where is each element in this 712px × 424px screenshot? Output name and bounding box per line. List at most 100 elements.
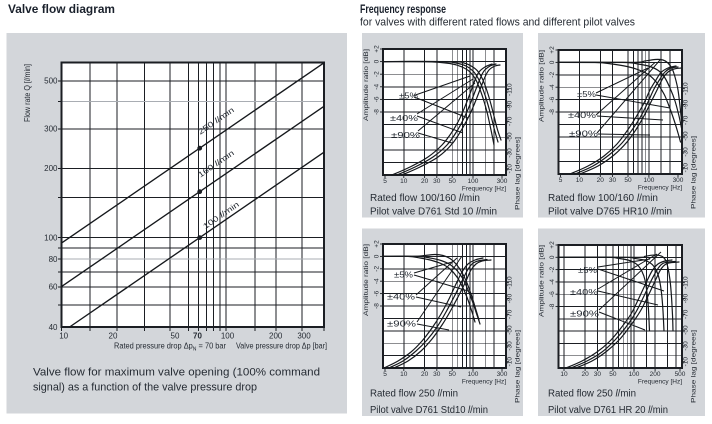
svg-text:60: 60 bbox=[49, 283, 58, 292]
svg-text:-4: -4 bbox=[374, 84, 381, 90]
svg-text:-2: -2 bbox=[549, 72, 556, 78]
svg-text:200: 200 bbox=[44, 164, 58, 173]
svg-text:-70: -70 bbox=[507, 116, 514, 126]
svg-text:300: 300 bbox=[673, 177, 684, 184]
svg-text:5: 5 bbox=[559, 177, 563, 184]
svg-text:-110: -110 bbox=[507, 83, 514, 96]
svg-text:-2: -2 bbox=[374, 266, 381, 272]
svg-text:-30: -30 bbox=[683, 147, 690, 157]
svg-text:-110: -110 bbox=[683, 82, 690, 95]
svg-text:+2: +2 bbox=[374, 240, 381, 248]
svg-text:0: 0 bbox=[549, 255, 556, 259]
svg-text:Phase lag [degrees]: Phase lag [degrees] bbox=[691, 136, 698, 209]
svg-text:Amplitude ratio [dB]: Amplitude ratio [dB] bbox=[363, 244, 370, 316]
svg-text:-110: -110 bbox=[507, 276, 514, 289]
svg-text:-4: -4 bbox=[374, 278, 381, 284]
svg-text:30: 30 bbox=[594, 371, 602, 378]
svg-text:-110: -110 bbox=[683, 276, 690, 289]
svg-text:-30: -30 bbox=[507, 148, 514, 158]
svg-text:+2: +2 bbox=[549, 46, 556, 54]
svg-text:5: 5 bbox=[383, 178, 387, 185]
svg-text:-10: -10 bbox=[507, 357, 514, 367]
svg-text:Rated flow 250 l/min: Rated flow 250 l/min bbox=[370, 389, 458, 400]
svg-text:300: 300 bbox=[44, 125, 58, 134]
svg-text:Frequency [Hz]: Frequency [Hz] bbox=[462, 379, 506, 386]
svg-text:-90: -90 bbox=[683, 293, 690, 303]
svg-text:Frequency response: Frequency response bbox=[360, 2, 446, 16]
svg-text:100: 100 bbox=[468, 371, 479, 378]
svg-text:0: 0 bbox=[549, 60, 556, 64]
svg-text:40: 40 bbox=[49, 323, 58, 332]
svg-text:20: 20 bbox=[421, 371, 429, 378]
svg-text:Frequency [Hz]: Frequency [Hz] bbox=[638, 379, 682, 386]
svg-text:-30: -30 bbox=[683, 341, 690, 351]
svg-text:±5%: ±5% bbox=[394, 271, 413, 280]
svg-text:Pilot valve D761 Std 10 l/min: Pilot valve D761 Std 10 l/min bbox=[370, 207, 497, 218]
svg-text:±40%: ±40% bbox=[570, 288, 598, 297]
svg-text:Frequency [Hz]: Frequency [Hz] bbox=[638, 185, 682, 192]
svg-text:-50: -50 bbox=[507, 325, 514, 335]
svg-text:20: 20 bbox=[581, 371, 589, 378]
svg-text:20: 20 bbox=[421, 178, 429, 185]
svg-text:Frequency [Hz]: Frequency [Hz] bbox=[462, 186, 506, 193]
svg-text:±5%: ±5% bbox=[399, 92, 418, 101]
svg-text:50: 50 bbox=[609, 371, 617, 378]
svg-text:30: 30 bbox=[433, 371, 441, 378]
svg-text:±90%: ±90% bbox=[569, 130, 598, 139]
svg-text:300: 300 bbox=[497, 371, 508, 378]
svg-text:-90: -90 bbox=[507, 293, 514, 303]
svg-text:300: 300 bbox=[497, 178, 508, 185]
svg-text:Valve flow diagram: Valve flow diagram bbox=[8, 2, 115, 16]
svg-text:-2: -2 bbox=[374, 71, 381, 77]
svg-text:10: 10 bbox=[400, 178, 408, 185]
svg-text:±90%: ±90% bbox=[387, 320, 416, 329]
svg-text:-8: -8 bbox=[549, 303, 556, 309]
svg-text:Amplitude ratio [dB]: Amplitude ratio [dB] bbox=[539, 50, 546, 122]
svg-text:-70: -70 bbox=[507, 309, 514, 319]
svg-text:70: 70 bbox=[193, 332, 202, 341]
svg-text:±5%: ±5% bbox=[577, 90, 596, 99]
svg-text:±90%: ±90% bbox=[391, 131, 420, 140]
svg-text:50: 50 bbox=[449, 178, 457, 185]
svg-text:-6: -6 bbox=[374, 290, 381, 296]
svg-text:Pilot valve D765 HR10 l/min: Pilot valve D765 HR10 l/min bbox=[548, 207, 672, 218]
svg-text:100: 100 bbox=[221, 332, 235, 341]
svg-text:Valve pressure drop Δp [bar]: Valve pressure drop Δp [bar] bbox=[236, 342, 327, 351]
svg-text:±40%: ±40% bbox=[390, 114, 418, 123]
svg-text:-2: -2 bbox=[549, 266, 556, 272]
svg-text:Phase lag [degrees]: Phase lag [degrees] bbox=[515, 330, 522, 403]
svg-text:20: 20 bbox=[597, 177, 605, 184]
svg-text:-70: -70 bbox=[683, 309, 690, 319]
svg-text:10: 10 bbox=[59, 332, 68, 341]
svg-text:Rated flow 250 l/min: Rated flow 250 l/min bbox=[548, 389, 636, 400]
svg-text:-6: -6 bbox=[549, 96, 556, 102]
svg-text:30: 30 bbox=[433, 178, 441, 185]
svg-text:0: 0 bbox=[374, 254, 381, 258]
svg-text:-10: -10 bbox=[683, 357, 690, 367]
svg-text:100: 100 bbox=[629, 371, 640, 378]
svg-text:300: 300 bbox=[297, 332, 311, 341]
svg-text:Phase lag [degrees]: Phase lag [degrees] bbox=[691, 330, 698, 403]
svg-text:200: 200 bbox=[650, 371, 661, 378]
svg-text:Rated pressure drop ΔpN = 70 b: Rated pressure drop ΔpN = 70 bar bbox=[114, 342, 226, 353]
svg-text:-8: -8 bbox=[374, 109, 381, 115]
svg-text:-70: -70 bbox=[683, 115, 690, 125]
svg-text:-6: -6 bbox=[549, 291, 556, 297]
svg-text:-50: -50 bbox=[507, 132, 514, 142]
svg-text:±5%: ±5% bbox=[578, 266, 597, 275]
svg-text:-90: -90 bbox=[507, 100, 514, 110]
svg-text:10: 10 bbox=[560, 371, 568, 378]
svg-text:-4: -4 bbox=[549, 84, 556, 90]
svg-text:-8: -8 bbox=[374, 303, 381, 309]
svg-text:100: 100 bbox=[643, 177, 654, 184]
svg-text:-50: -50 bbox=[683, 325, 690, 335]
svg-text:50: 50 bbox=[171, 332, 180, 341]
svg-text:Amplitude ratio [dB]: Amplitude ratio [dB] bbox=[363, 49, 370, 121]
svg-text:0: 0 bbox=[374, 59, 381, 63]
svg-text:signal) as a function of the v: signal) as a function of the valve press… bbox=[33, 382, 257, 394]
svg-text:-8: -8 bbox=[549, 109, 556, 115]
svg-text:Phase lag [degrees]: Phase lag [degrees] bbox=[515, 137, 522, 210]
svg-text:50: 50 bbox=[624, 177, 632, 184]
svg-text:for valves with different rate: for valves with different rated flows an… bbox=[360, 17, 635, 29]
svg-text:10: 10 bbox=[400, 371, 408, 378]
